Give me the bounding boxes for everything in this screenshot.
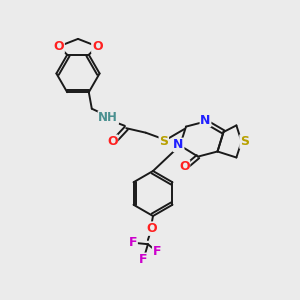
Text: O: O — [179, 160, 190, 173]
Text: F: F — [139, 253, 148, 266]
Text: NH: NH — [98, 111, 118, 124]
Text: O: O — [53, 40, 64, 53]
Text: N: N — [173, 138, 184, 152]
Text: O: O — [107, 135, 118, 148]
Text: F: F — [129, 236, 137, 249]
Text: F: F — [153, 245, 161, 258]
Text: S: S — [159, 135, 168, 148]
Text: N: N — [200, 113, 211, 127]
Text: O: O — [92, 40, 103, 53]
Text: O: O — [146, 222, 157, 235]
Text: S: S — [240, 135, 249, 148]
